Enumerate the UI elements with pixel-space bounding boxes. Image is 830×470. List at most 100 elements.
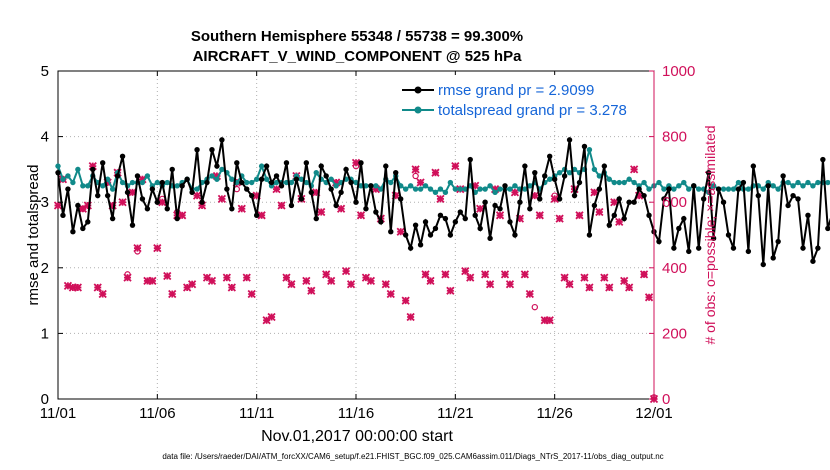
legend-box <box>396 75 650 121</box>
rmse-point <box>785 202 791 209</box>
totalspread-point <box>263 176 270 182</box>
obs-assimilated-point <box>73 283 83 292</box>
y-tick-label: 3 <box>41 194 49 211</box>
x-tick-label: 11/11 <box>239 405 274 422</box>
totalspread-point <box>442 189 449 196</box>
totalspread-point <box>164 179 170 186</box>
obs-assimilated-point <box>98 289 107 299</box>
totalspread-point <box>60 176 66 182</box>
rmse-point <box>293 176 300 182</box>
totalspread-point <box>154 179 161 186</box>
totalspread-point <box>492 189 498 196</box>
x-tick-label: 11/06 <box>139 405 175 422</box>
rmse-point <box>412 222 419 228</box>
obs-assimilated-point <box>639 270 649 279</box>
obs-assimilated-point <box>585 283 594 292</box>
totalspread-point <box>710 183 717 189</box>
rmse-point <box>452 219 459 225</box>
rmse-point <box>363 206 369 212</box>
totalspread-point <box>417 186 424 192</box>
rmse-point <box>566 137 573 143</box>
rmse-point <box>507 219 513 225</box>
rmse-point <box>770 255 776 261</box>
rmse-point <box>328 186 334 192</box>
rmse-point <box>393 169 399 176</box>
totalspread-point <box>641 179 647 186</box>
totalspread-point <box>810 183 816 189</box>
obs-assimilated-point <box>466 273 475 282</box>
rmse-point <box>124 189 131 196</box>
totalspread-point <box>407 183 414 189</box>
totalspread-point <box>795 179 801 186</box>
totalspread-point <box>412 186 419 192</box>
y-right-tick-label: 400 <box>662 260 687 277</box>
rmse-point <box>681 215 687 222</box>
rmse-line <box>57 139 830 265</box>
rmse-point <box>313 215 319 222</box>
rmse-point <box>586 232 593 238</box>
obs-assimilated-point <box>257 211 266 220</box>
obs-assimilated-point <box>267 312 276 322</box>
totalspread-point <box>109 186 116 192</box>
x-axis-label: Nov.01,2017 00:00:00 start <box>261 428 453 445</box>
rmse-point <box>109 215 116 222</box>
obs-assimilated-point <box>53 201 63 210</box>
rmse-point <box>725 232 732 238</box>
rmse-point <box>199 199 205 205</box>
rmse-point <box>487 235 493 241</box>
rmse-point <box>571 192 578 199</box>
rmse-point <box>80 225 86 232</box>
obs-assimilated-point <box>207 276 217 286</box>
rmse-point <box>556 196 563 202</box>
rmse-point <box>129 222 136 228</box>
rmse-point <box>611 212 617 219</box>
y-axis-right: 0 200 400 600 800 1000 <box>649 63 695 408</box>
totalspread-point <box>427 186 434 192</box>
obs-assimilated-point <box>346 280 356 289</box>
rmse-point <box>85 219 91 225</box>
totalspread-point <box>373 183 379 189</box>
rmse-point <box>482 199 488 205</box>
totalspread-point <box>671 186 677 192</box>
totalspread-point <box>214 176 220 182</box>
totalspread-point <box>785 179 791 186</box>
totalspread-point <box>258 163 265 169</box>
y-right-tick-label: 800 <box>662 129 687 146</box>
chart-title-line1: Southern Hemisphere 55348 / 55738 = 99.3… <box>191 28 523 45</box>
obs-assimilated-point <box>386 289 395 299</box>
rmse-point <box>442 215 449 222</box>
rmse-point <box>224 186 230 192</box>
totalspread-point <box>611 179 617 186</box>
rmse-point <box>616 196 622 202</box>
obs-assimilated-point <box>317 207 326 217</box>
obs-assimilated-point <box>187 280 197 289</box>
totalspread-point <box>452 186 459 192</box>
rmse-point <box>219 137 225 143</box>
rmse-point <box>273 173 280 179</box>
rmse-point <box>427 232 434 238</box>
obs-assimilated-point <box>520 270 530 279</box>
totalspread-point <box>422 183 429 189</box>
rmse-point <box>55 169 61 176</box>
totalspread-point <box>487 183 493 189</box>
totalspread-point <box>328 176 334 182</box>
obs-assimilated-point <box>277 201 286 210</box>
data-file-footnote: data file: /Users/raeder/DAI/ATM_forcXX/… <box>162 452 663 461</box>
totalspread-point <box>457 186 463 192</box>
totalspread-point <box>229 176 235 182</box>
obs-assimilated-point <box>421 270 430 279</box>
totalspread-point <box>790 183 796 189</box>
obs-assimilated-point <box>192 191 202 200</box>
totalspread-point <box>800 183 806 189</box>
obs-assimilated-point <box>163 271 172 281</box>
rmse-point <box>144 206 151 212</box>
rmse-point <box>298 196 305 202</box>
totalspread-point <box>388 179 394 186</box>
rmse-point <box>179 183 185 189</box>
obs-assimilated-point <box>217 194 227 204</box>
x-tick-label: 11/01 <box>40 405 76 422</box>
rmse-point <box>432 225 439 232</box>
totalspread-point <box>661 186 667 192</box>
totalspread-point <box>65 173 71 179</box>
rmse-point <box>765 183 771 189</box>
